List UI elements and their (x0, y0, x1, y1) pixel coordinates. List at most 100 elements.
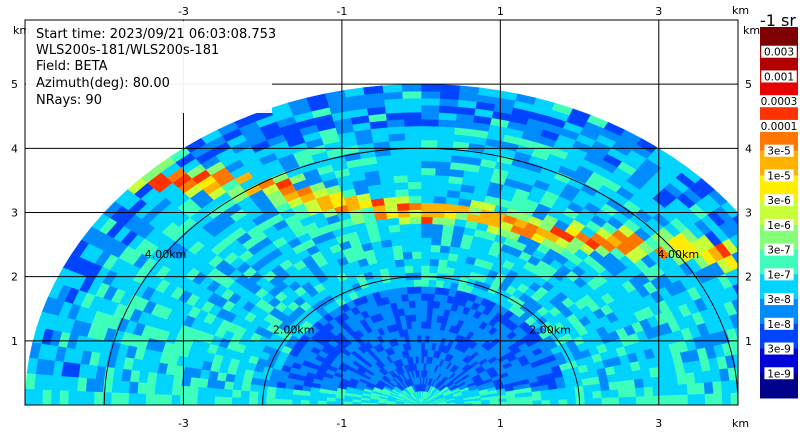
heatmap-cell (438, 259, 448, 267)
heatmap-cell (444, 211, 457, 219)
x-tick-label-top: 3 (655, 5, 662, 18)
heatmap-cell (421, 210, 433, 217)
heatmap-cell (433, 301, 440, 309)
heatmap-cell (533, 400, 542, 405)
heatmap-cell (617, 380, 627, 389)
heatmap-cell (643, 377, 653, 387)
heatmap-cell (414, 279, 422, 286)
heatmap-cell (232, 390, 241, 398)
heatmap-cell (404, 266, 413, 273)
heatmap-cell (407, 287, 415, 294)
heatmap-cell (223, 389, 232, 397)
heatmap-cell (411, 238, 421, 245)
heatmap-cell (412, 252, 421, 259)
heatmap-cell (396, 196, 409, 204)
heatmap-cell (403, 259, 412, 266)
heatmap-cell (427, 307, 433, 314)
heatmap-cell (435, 168, 450, 176)
heatmap-cell (430, 245, 440, 253)
x-tick-label-bottom: -3 (178, 417, 189, 430)
heatmap-cell (137, 394, 146, 405)
y-tick-label-left: 3 (11, 207, 18, 220)
heatmap-cell (435, 287, 443, 295)
heatmap-cell (129, 382, 139, 394)
heatmap-cell (421, 217, 432, 224)
heatmap-cell (431, 238, 442, 246)
heatmap-cell (421, 370, 423, 377)
heatmap-cell (704, 382, 714, 394)
heatmap-cell (391, 154, 407, 162)
heatmap-cell (249, 398, 258, 405)
heatmap-cell (172, 385, 181, 395)
heatmap-cell (393, 175, 407, 183)
heatmap-cell (550, 394, 559, 400)
heatmap-cell (309, 401, 318, 405)
heatmap-cell (242, 376, 252, 384)
heatmap-cell (433, 203, 446, 211)
heatmap-cell (397, 210, 409, 218)
heatmap-cell (335, 398, 344, 402)
heatmap-cell (275, 388, 284, 394)
heatmap-cell (747, 378, 757, 392)
range-ring-label: 2.00km (529, 324, 571, 337)
heatmap-cell (335, 402, 344, 405)
colorbar-label: 1e-8 (767, 319, 791, 331)
heatmap-cell (421, 112, 439, 119)
heatmap-cell (435, 280, 443, 288)
heatmap-cell (585, 398, 594, 405)
heatmap-cell (318, 397, 327, 401)
heatmap-cell (433, 210, 445, 218)
heatmap-cell (408, 301, 415, 308)
heatmap-cell (421, 91, 440, 98)
heatmap-cell (292, 400, 301, 405)
heatmap-cell (391, 238, 402, 246)
heatmap-cell (435, 161, 450, 169)
heatmap-cell (240, 391, 249, 399)
heatmap-cell (383, 92, 402, 100)
heatmap-cell (68, 391, 77, 405)
heatmap-cell (427, 294, 434, 301)
heatmap-cell (275, 393, 284, 399)
heatmap-cell (258, 386, 268, 393)
y-tick-label-left: 4 (11, 142, 18, 155)
heatmap-cell (441, 231, 452, 239)
heatmap-cell (435, 175, 449, 183)
heatmap-cell (411, 231, 422, 238)
heatmap-cell (421, 279, 429, 286)
heatmap-cell (558, 393, 567, 399)
heatmap-cell (301, 400, 310, 405)
heatmap-cell (402, 91, 421, 98)
heatmap-cell (745, 309, 759, 324)
heatmap-cell (25, 389, 34, 405)
heatmap-cell (214, 397, 223, 405)
heatmap-cell (743, 227, 761, 244)
heatmap-cell (402, 245, 412, 253)
heatmap-cell (739, 247, 756, 263)
x-tick-label-top: -3 (178, 5, 189, 18)
heatmap-cell (567, 393, 576, 399)
heatmap-cell (59, 391, 68, 405)
heatmap-cell (610, 397, 619, 405)
heatmap-cell (327, 397, 336, 401)
heatmap-cell (416, 314, 421, 321)
heatmap-cell (250, 385, 260, 392)
heatmap-cell (410, 217, 421, 224)
heatmap-cell (413, 266, 421, 273)
heatmap-cell (406, 280, 414, 287)
colorbar-label: 3e-6 (767, 195, 791, 207)
heatmap-cell (421, 224, 432, 231)
heatmap-cell (688, 394, 697, 405)
heatmap-cell (399, 224, 410, 232)
heatmap-cell (392, 161, 407, 169)
heatmap-cell (403, 98, 422, 105)
x-tick-label-top: -1 (336, 5, 347, 18)
y-tick-label-right: 5 (745, 78, 752, 91)
heatmap-cell (206, 388, 215, 397)
heatmap-cell (284, 389, 293, 395)
heatmap-cell (154, 394, 163, 405)
heatmap-cell (421, 189, 434, 196)
heatmap-cell (283, 400, 292, 405)
heatmap-cell (416, 321, 421, 328)
heatmap-cell (421, 293, 428, 300)
